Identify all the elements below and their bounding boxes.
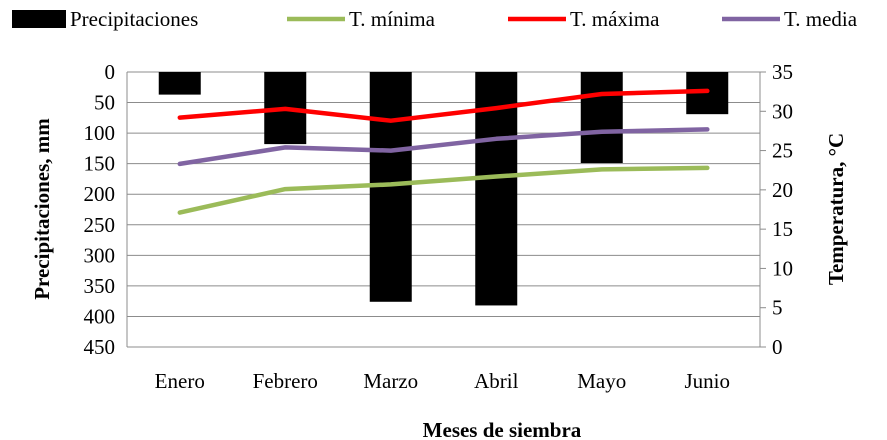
left-tick-label: 450 bbox=[84, 335, 116, 359]
right-tick-label: 10 bbox=[772, 256, 793, 280]
left-tick-label: 0 bbox=[105, 60, 116, 84]
x-axis-tick-labels: Enero Febrero Marzo Abril Mayo Junio bbox=[155, 369, 730, 393]
bar-mayo bbox=[580, 72, 623, 164]
line-tmin bbox=[177, 165, 710, 215]
legend: Precipitaciones T. mínima T. máxima T. m… bbox=[12, 7, 858, 31]
left-tick-label: 100 bbox=[84, 121, 116, 145]
left-tick-label: 250 bbox=[84, 213, 116, 237]
legend-label-precipitaciones: Precipitaciones bbox=[70, 7, 198, 31]
right-tick-label: 25 bbox=[772, 139, 793, 163]
legend-label-tmin: T. mínima bbox=[349, 7, 436, 31]
line-tmed bbox=[177, 127, 710, 167]
left-tick-label: 400 bbox=[84, 304, 116, 328]
x-axis-title: Meses de siembra bbox=[423, 418, 582, 440]
left-tick-label: 350 bbox=[84, 274, 116, 298]
axes bbox=[126, 72, 761, 347]
left-tick-label: 50 bbox=[94, 91, 115, 115]
right-tick-label: 20 bbox=[772, 178, 793, 202]
precipitation-bars bbox=[158, 72, 729, 306]
right-tick-label: 30 bbox=[772, 99, 793, 123]
x-tick-label: Abril bbox=[474, 369, 518, 393]
x-tick-label: Enero bbox=[155, 369, 205, 393]
temperature-lines bbox=[177, 88, 710, 215]
bar-enero bbox=[158, 72, 201, 95]
x-tick-label: Junio bbox=[684, 369, 730, 393]
y-right-axis-title: Temperatura, °C bbox=[824, 133, 848, 285]
x-tick-label: Febrero bbox=[253, 369, 318, 393]
legend-label-tmed: T. media bbox=[784, 7, 858, 31]
x-tick-label: Mayo bbox=[577, 369, 626, 393]
right-tick-label: 5 bbox=[772, 296, 783, 320]
gridlines bbox=[127, 71, 760, 348]
line-tmax bbox=[177, 88, 710, 123]
legend-swatch-precipitaciones bbox=[12, 10, 66, 28]
right-tick-label: 35 bbox=[772, 60, 793, 84]
left-tick-label: 150 bbox=[84, 152, 116, 176]
right-tick-label: 15 bbox=[772, 217, 793, 241]
left-tick-label: 300 bbox=[84, 243, 116, 267]
legend-label-tmax: T. máxima bbox=[570, 7, 660, 31]
right-axis-tick-labels: 0 5 10 15 20 25 30 35 bbox=[760, 60, 793, 359]
right-tick-label: 0 bbox=[772, 335, 783, 359]
x-tick-label: Marzo bbox=[363, 369, 418, 393]
left-axis-tick-labels: 0 50 100 150 200 250 300 350 400 450 bbox=[84, 60, 116, 359]
y-left-axis-title: Precipitaciones, mm bbox=[30, 118, 54, 300]
left-tick-label: 200 bbox=[84, 182, 116, 206]
